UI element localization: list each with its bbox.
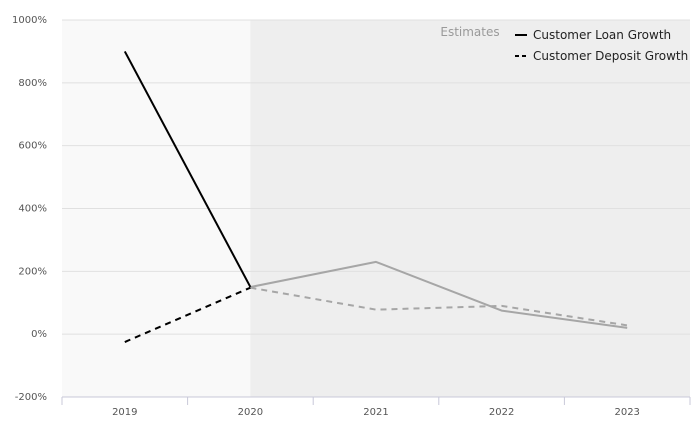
x-axis: 2019 2020 2021 2022 2023 xyxy=(62,397,690,418)
legend-item-loan[interactable]: Customer Loan Growth xyxy=(515,28,671,42)
y-tick-label: 200% xyxy=(18,266,47,277)
y-axis: 1000% 800% 600% 400% 200% 0% -200% xyxy=(12,15,47,403)
y-tick-label: 1000% xyxy=(12,15,47,26)
x-tick-label: 2022 xyxy=(489,407,514,418)
legend-label-deposit: Customer Deposit Growth xyxy=(533,49,688,63)
y-tick-label: 0% xyxy=(31,329,47,340)
legend-item-deposit[interactable]: Customer Deposit Growth xyxy=(515,49,688,63)
y-tick-label: -200% xyxy=(15,392,47,403)
y-tick-label: 800% xyxy=(18,78,47,89)
y-tick-label: 600% xyxy=(18,141,47,152)
x-tick-label: 2021 xyxy=(363,407,388,418)
legend-label-loan: Customer Loan Growth xyxy=(533,28,671,42)
estimates-label: Estimates xyxy=(440,25,499,39)
x-tick-label: 2023 xyxy=(614,407,639,418)
y-tick-label: 400% xyxy=(18,204,47,215)
x-tick-label: 2019 xyxy=(112,407,137,418)
x-tick-label: 2020 xyxy=(238,407,263,418)
